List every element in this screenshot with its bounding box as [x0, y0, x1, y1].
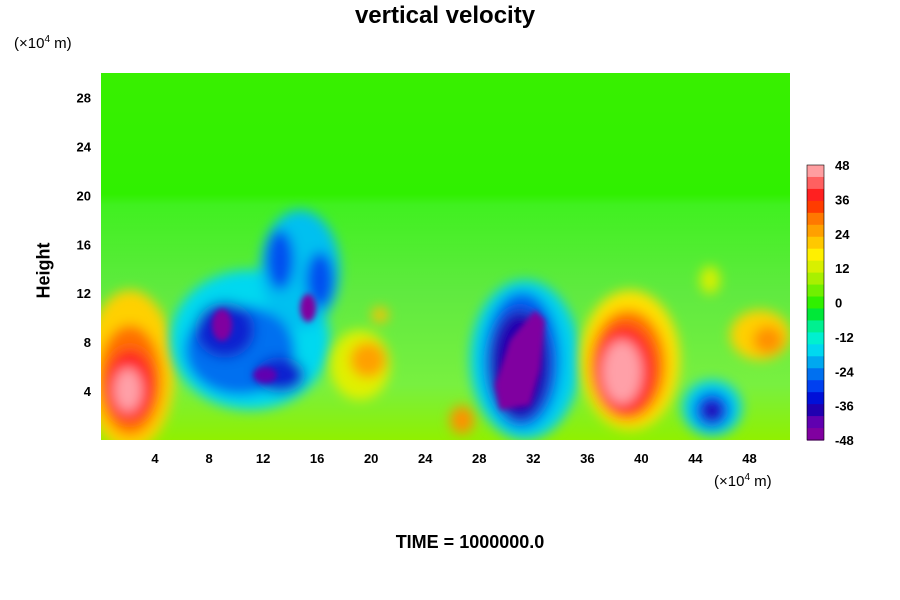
- colorbar-level: [807, 212, 824, 226]
- colorbar-tick-label: 36: [835, 192, 849, 207]
- y-axis-unit: (×104 m): [14, 34, 72, 52]
- x-tick-label: 20: [364, 451, 378, 466]
- colorbar-tick-label: 12: [835, 261, 849, 276]
- colorbar-tick-label: 48: [835, 158, 849, 173]
- colorbar-level: [807, 356, 824, 369]
- field-left-cold: [170, 210, 340, 410]
- colorbar: [806, 164, 825, 441]
- x-tick-label: 32: [526, 451, 540, 466]
- colorbar-border: [806, 164, 825, 441]
- field-mid-warm: [330, 307, 474, 434]
- y-tick-labels: 4 8 12 16 20 24 28: [77, 90, 92, 399]
- colorbar-tick-label: -48: [835, 433, 854, 448]
- colorbar-level: [807, 260, 824, 274]
- colorbar-level: [807, 404, 824, 417]
- field-right-warm: [580, 266, 790, 430]
- colorbar-tick-label: 0: [835, 296, 842, 311]
- colorbar-level: [807, 320, 824, 333]
- x-tick-label: 48: [742, 451, 756, 466]
- colorbar-level: [807, 176, 824, 190]
- x-tick-label: 4: [151, 451, 159, 466]
- x-axis-unit: (×104 m): [714, 472, 772, 490]
- colorbar-level: [807, 224, 824, 238]
- field-left-core: [212, 294, 316, 383]
- y-tick-label: 12: [77, 286, 91, 301]
- x-tick-label: 12: [256, 451, 270, 466]
- y-tick-label: 24: [77, 139, 92, 154]
- colorbar-tick-label: -36: [835, 399, 854, 414]
- x-unit-suffix: m): [750, 473, 772, 490]
- colorbar-level: [807, 248, 824, 262]
- y-tick-label: 20: [77, 188, 91, 203]
- colorbar-tick-labels: 48 36 24 12 0 -12 -24 -36 -48: [835, 158, 855, 448]
- x-unit-exponent: 4: [744, 472, 751, 483]
- colorbar-level: [807, 272, 824, 286]
- colorbar-level: [807, 236, 824, 250]
- y-unit-prefix: (×10: [14, 35, 45, 52]
- y-unit-exponent: 4: [44, 34, 51, 45]
- colorbar-level: [807, 344, 824, 357]
- colorbar-level: [807, 165, 824, 178]
- x-tick-label: 8: [205, 451, 212, 466]
- colorbar-level: [807, 200, 824, 214]
- field-right-cold: [682, 380, 742, 436]
- x-tick-label: 36: [580, 451, 594, 466]
- x-tick-label: 44: [688, 451, 703, 466]
- colorbar-level: [807, 296, 824, 310]
- colorbar-level: [807, 368, 824, 381]
- colorbar-level: [807, 416, 824, 429]
- colorbar-tick-label: 24: [835, 227, 850, 242]
- colorbar-level: [807, 380, 824, 393]
- colorbar-level: [807, 308, 824, 322]
- x-tick-label: 16: [310, 451, 324, 466]
- y-unit-suffix: m): [50, 35, 72, 52]
- y-tick-label: 8: [84, 335, 91, 350]
- colorbar-tick-label: -12: [835, 330, 854, 345]
- field-left-warm: [101, 290, 175, 440]
- colorbar-level: [807, 284, 824, 298]
- plot-area: [101, 73, 790, 440]
- chart-title: vertical velocity: [354, 2, 536, 29]
- colorbar-level: [807, 332, 824, 345]
- time-label: TIME = 1000000.0: [395, 532, 545, 552]
- colorbar-level: [807, 392, 824, 405]
- y-tick-label: 28: [77, 90, 91, 105]
- x-unit-prefix: (×10: [714, 473, 745, 490]
- y-tick-label: 16: [77, 237, 91, 252]
- x-tick-label: 24: [418, 451, 433, 466]
- colorbar-level: [807, 188, 824, 202]
- colorbar-level: [807, 428, 824, 441]
- colorbar-tick-label: -24: [835, 364, 855, 379]
- x-tick-label: 40: [634, 451, 648, 466]
- x-tick-label: 28: [472, 451, 486, 466]
- y-tick-label: 4: [84, 384, 92, 399]
- field-center-core: [495, 310, 545, 410]
- x-tick-labels: 4 8 12 16 20 24 28 32 36 40 44 48: [151, 451, 756, 466]
